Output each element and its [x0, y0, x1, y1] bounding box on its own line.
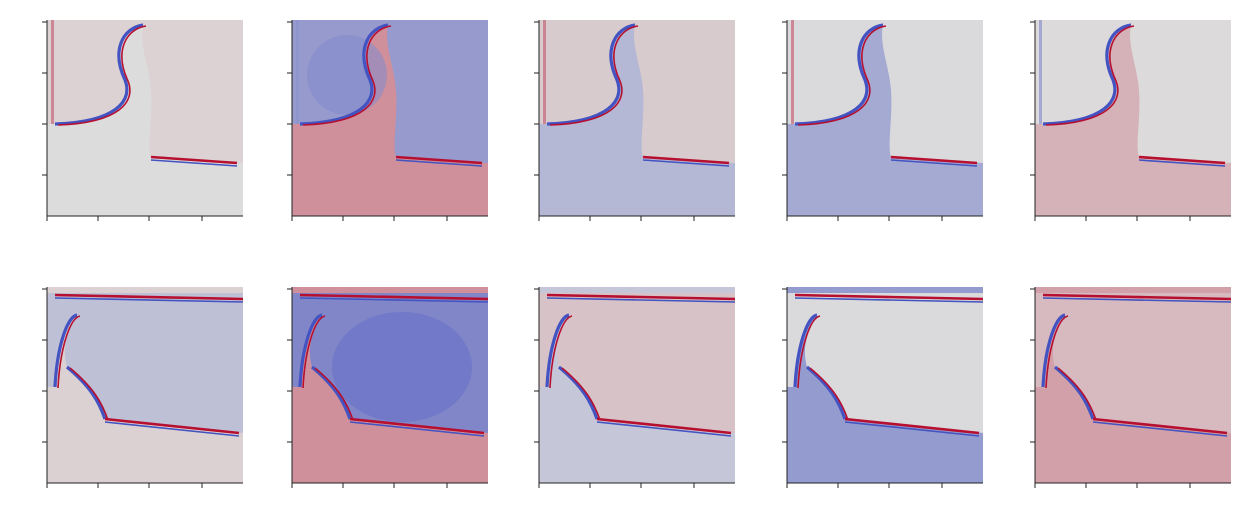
front-line [1041, 313, 1095, 420]
edge-strip [296, 20, 299, 124]
front-line [1042, 293, 1231, 435]
field-region [1035, 20, 1231, 163]
front-line [545, 313, 599, 420]
heatmap-panel-r1-c0 [42, 287, 243, 488]
front-line [57, 315, 109, 421]
heatmap-panel-r0-c3 [782, 20, 983, 221]
front-line [642, 159, 730, 167]
front-line [1042, 297, 1231, 437]
front-line [299, 297, 488, 437]
heatmap-panel-r1-c4 [1030, 287, 1231, 488]
front-line [797, 25, 887, 126]
front-line [794, 297, 983, 437]
front-line [299, 293, 488, 435]
field-blob [307, 35, 387, 115]
front-line [1138, 159, 1226, 167]
field-blob [332, 312, 472, 422]
front-line [302, 25, 392, 126]
edge-strip [543, 20, 546, 124]
front-line [53, 313, 107, 420]
front-line [302, 315, 354, 421]
heatmap-panel-r1-c1 [287, 287, 488, 488]
front-line [150, 159, 238, 167]
front-line [54, 23, 144, 126]
edge-strip [51, 20, 54, 124]
front-line [54, 297, 243, 437]
front-line [549, 25, 639, 126]
front-line [549, 315, 601, 421]
front-line [1042, 23, 1132, 126]
front-line [890, 155, 978, 165]
edge-strip [1039, 20, 1042, 124]
heatmap-panel-r0-c1 [287, 20, 488, 221]
front-line [797, 315, 849, 421]
front-line [1045, 315, 1097, 421]
front-line [793, 313, 847, 420]
heatmap-panel-r0-c2 [534, 20, 735, 221]
front-line [1045, 25, 1135, 126]
front-line [299, 23, 389, 126]
front-line [546, 23, 636, 126]
heatmap-panel-r0-c4 [1030, 20, 1231, 221]
front-line [546, 297, 735, 437]
front-line [794, 293, 983, 435]
heatmap-panel-r1-c2 [534, 287, 735, 488]
heatmap-panel-r0-c0 [42, 20, 243, 221]
front-line [794, 23, 884, 126]
front-line [546, 293, 735, 435]
front-line [57, 25, 147, 126]
field-region [47, 20, 243, 163]
front-line [890, 159, 978, 167]
front-line [54, 293, 243, 435]
heatmap-panel-r1-c3 [782, 287, 983, 488]
field-region [539, 20, 735, 163]
edge-strip [791, 20, 794, 124]
front-line [298, 313, 352, 420]
front-line [1138, 155, 1226, 165]
field-region [787, 20, 983, 163]
front-line [642, 155, 730, 165]
front-line [395, 155, 483, 165]
front-line [395, 159, 483, 167]
front-line [150, 155, 238, 165]
panel-grid [42, 20, 1231, 488]
